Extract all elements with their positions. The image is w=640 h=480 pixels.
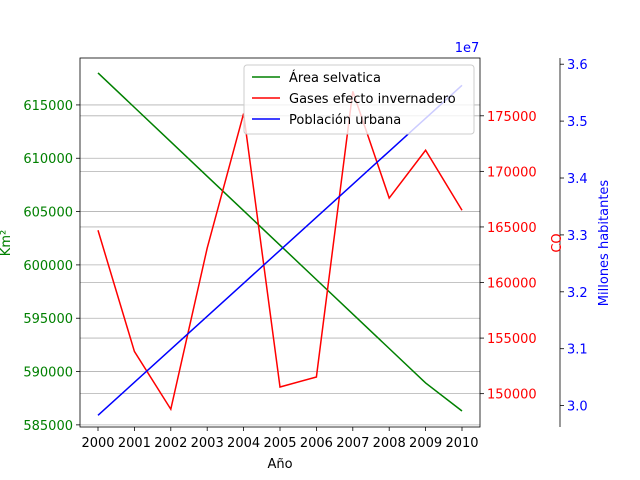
x-tick-label: 2006 — [300, 436, 333, 451]
x-tick-label: 2004 — [227, 436, 260, 451]
legend-label: Gases efecto invernadero — [289, 92, 456, 107]
x-tick-label: 2003 — [191, 436, 224, 451]
y-tick-label-population: 3.6 — [567, 58, 588, 73]
x-tick-label: 2000 — [81, 436, 114, 451]
y-tick-label-left: 595000 — [23, 312, 73, 327]
x-tick-label: 2007 — [336, 436, 369, 451]
x-tick-label: 2009 — [409, 436, 442, 451]
y-tick-label-population: 3.2 — [567, 286, 588, 301]
y-tick-label-left: 605000 — [23, 206, 73, 221]
x-tick-label: 2005 — [263, 436, 296, 451]
series-line — [97, 84, 463, 416]
x-tick-label: 2002 — [154, 436, 187, 451]
y-tick-label-left: 600000 — [23, 259, 73, 274]
x-tick-label: 2008 — [373, 436, 406, 451]
legend-label: Población urbana — [289, 113, 401, 128]
y-tick-label-left: 610000 — [23, 152, 73, 167]
series-lines — [97, 72, 463, 416]
y-tick-label-left: 585000 — [23, 419, 73, 434]
legend-label: Área selvatica — [289, 70, 381, 86]
series-line — [97, 72, 463, 412]
x-tick-label: 2001 — [118, 436, 151, 451]
y-tick-label-co: 165000 — [487, 221, 537, 236]
y-tick-label-left: 615000 — [23, 99, 73, 114]
y-tick-label-left: 590000 — [23, 366, 73, 381]
series-line — [97, 91, 463, 412]
y-tick-label-co: 155000 — [487, 332, 537, 347]
y-axis-label-co: CO — [550, 233, 565, 252]
y-tick-label-population: 3.0 — [567, 400, 588, 415]
legend-box — [243, 64, 475, 135]
y-axis-label-population: Millones habitantes — [597, 180, 612, 307]
y-tick-label-population: 3.1 — [567, 343, 588, 358]
x-tick-label: 2010 — [445, 436, 478, 451]
legend: Área selvatica Gases efecto invernadero Po… — [243, 64, 475, 135]
tick-marks-and-labels: 2000 2001 2002 2003 2004 2005 2006 2007 2008 2009… — [23, 58, 587, 451]
y-tick-label-co: 160000 — [487, 277, 537, 292]
x-axis-label: Año — [267, 457, 292, 472]
y-tick-label-population: 3.3 — [567, 229, 588, 244]
y-tick-label-co: 175000 — [487, 110, 537, 125]
y-tick-label-co: 170000 — [487, 165, 537, 180]
y-tick-label-population: 3.4 — [567, 172, 588, 187]
y-tick-label-population: 3.5 — [567, 115, 588, 130]
grid-lines — [80, 104, 480, 426]
y-axis-label-left: Km² — [0, 230, 14, 256]
population-axis-offset-text: 1e7 — [455, 41, 480, 56]
y-tick-label-co: 150000 — [487, 388, 537, 403]
